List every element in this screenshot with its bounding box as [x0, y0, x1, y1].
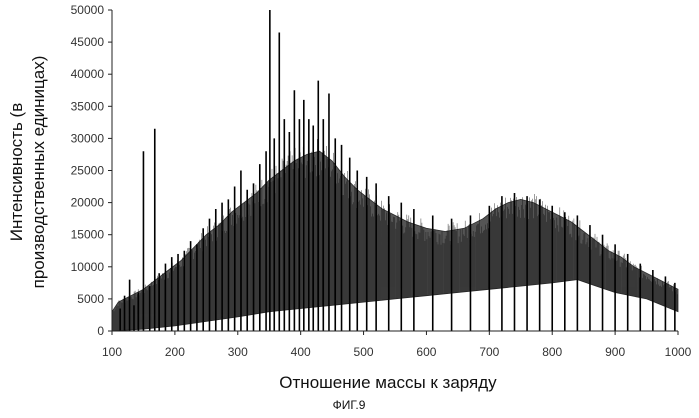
x-tick-label: 700 [479, 345, 499, 359]
x-tick-labels: 100 200 300 400 500 600 700 800 900 1000 [102, 345, 692, 359]
x-tick-label: 500 [354, 345, 374, 359]
y-tick-label: 50000 [71, 3, 105, 17]
y-tick-labels: 0 5000 10000 15000 20000 25000 30000 35000 40000… [71, 3, 105, 338]
plot-area [111, 10, 679, 332]
x-tick-label: 200 [165, 345, 185, 359]
x-tick-label: 600 [416, 345, 436, 359]
x-tick-label: 900 [605, 345, 625, 359]
y-tick-label: 40000 [71, 67, 105, 81]
x-axis-label: Отношение массы к заряду [279, 373, 497, 392]
x-tick-label: 400 [291, 345, 311, 359]
axes [108, 9, 679, 335]
y-tick-label: 30000 [71, 131, 105, 145]
x-tick-label: 300 [228, 345, 248, 359]
y-axis-label-line2: производственных единицах) [29, 56, 48, 289]
y-tick-label: 10000 [71, 260, 105, 274]
y-tick-label: 35000 [71, 99, 105, 113]
y-tick-label: 20000 [71, 196, 105, 210]
y-tick-label: 25000 [71, 164, 105, 178]
y-tick-label: 5000 [77, 292, 104, 306]
y-tick-label: 45000 [71, 35, 105, 49]
y-axis-label-line1: Интенсивность (в [7, 103, 26, 241]
x-tick-label: 100 [102, 345, 122, 359]
y-tick-label: 15000 [71, 228, 105, 242]
figure-caption: ФИГ.9 [333, 398, 366, 412]
x-tick-label: 800 [542, 345, 562, 359]
y-tick-label: 0 [97, 324, 104, 338]
x-tick-label: 1000 [665, 345, 692, 359]
